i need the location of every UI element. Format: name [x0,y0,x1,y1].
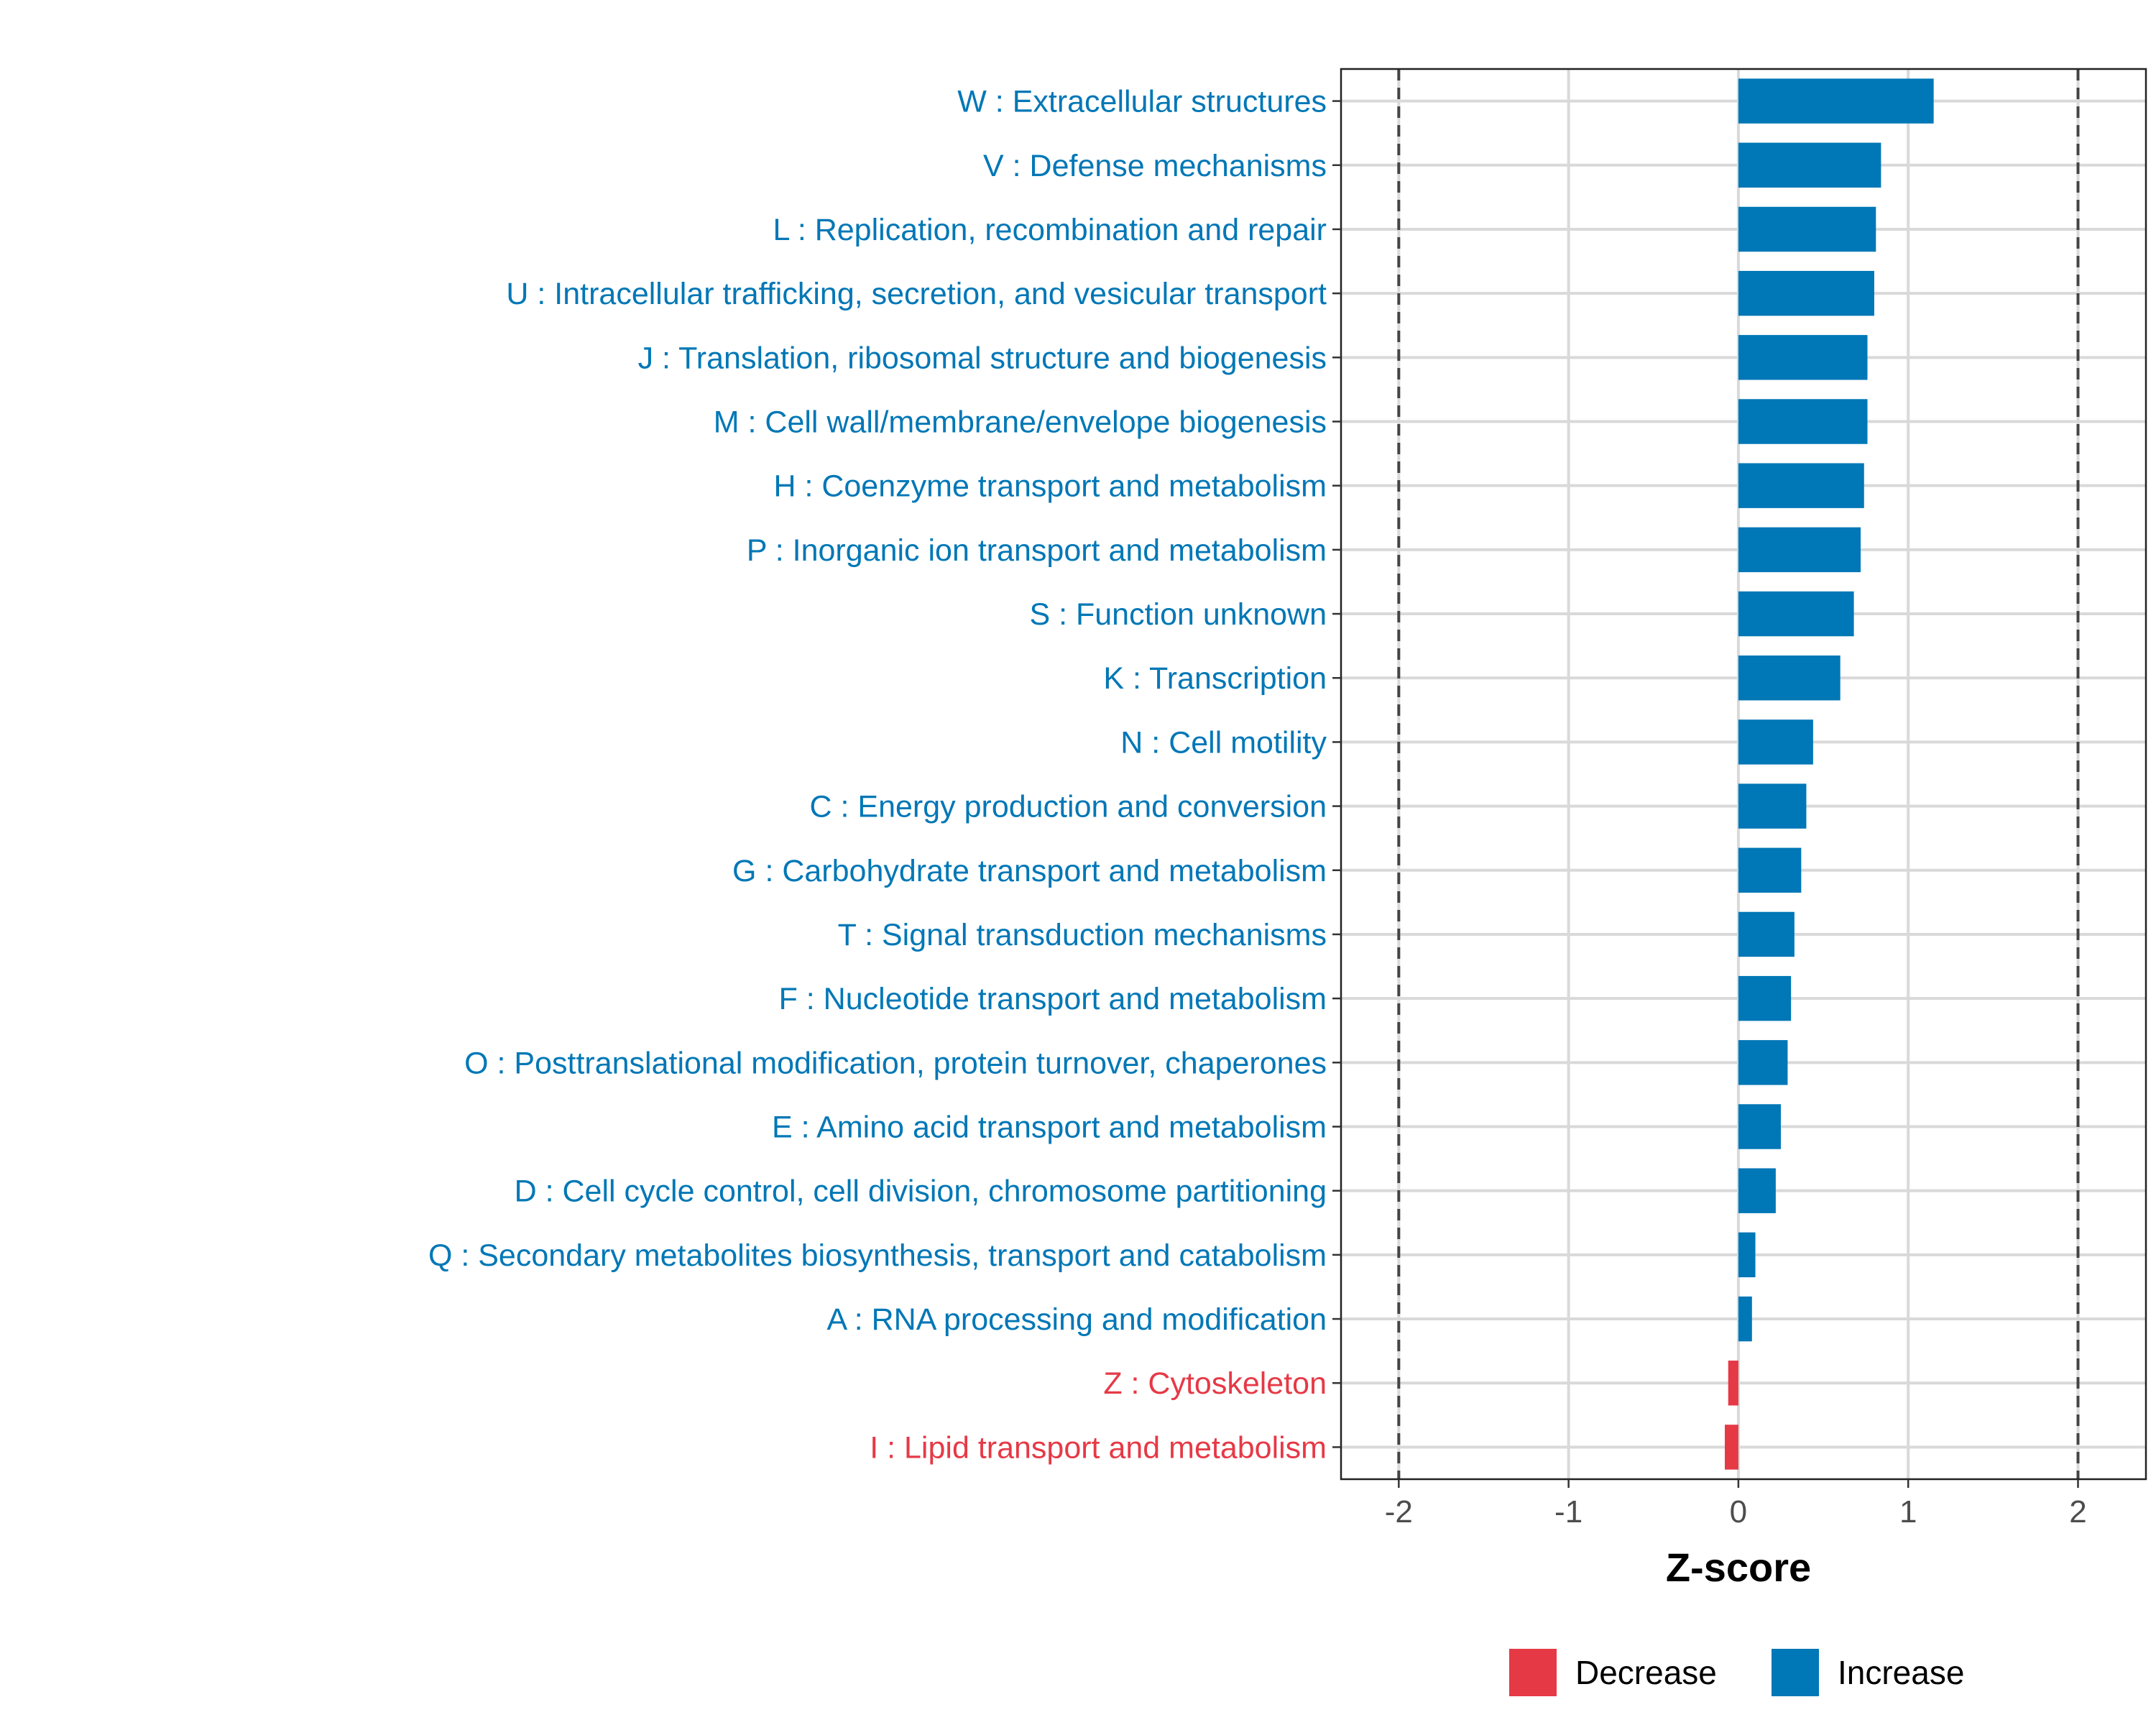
bar [1738,463,1864,508]
bar [1738,847,1802,893]
x-tick-label: -2 [1385,1494,1413,1530]
bar [1738,656,1841,701]
category-label: E : Amino acid transport and metabolism [772,1110,1327,1145]
bar [1738,399,1868,444]
bar [1738,1232,1756,1278]
category-label: A : RNA processing and modification [826,1302,1327,1337]
bar [1738,206,1876,252]
bar [1738,1104,1781,1149]
category-label: W : Extracellular structures [957,85,1327,119]
category-label: F : Nucleotide transport and metabolism [779,982,1327,1016]
category-label: J : Translation, ribosomal structure and… [638,341,1327,375]
bar [1728,1361,1738,1406]
legend: Decrease Increase [1509,1649,1964,1696]
x-tick-label: 2 [2069,1494,2086,1530]
x-axis-title: Z-score [1666,1545,1811,1590]
category-label: K : Transcription [1103,661,1327,696]
bar [1738,1296,1752,1342]
bars [1725,78,1934,1470]
category-label: I : Lipid transport and metabolism [870,1430,1327,1465]
bar [1738,975,1792,1021]
category-label: G : Carbohydrate transport and metabolis… [732,854,1327,888]
bar [1738,1168,1776,1213]
category-label: D : Cell cycle control, cell division, c… [515,1174,1327,1209]
bar [1725,1425,1738,1470]
legend-swatch-increase [1772,1649,1819,1696]
legend-label-decrease: Decrease [1575,1654,1717,1691]
bar [1738,527,1861,573]
bar [1738,591,1854,637]
bar [1738,911,1795,957]
category-label: Q : Secondary metabolites biosynthesis, … [428,1238,1327,1273]
category-label: C : Energy production and conversion [810,790,1327,824]
bar [1738,335,1868,380]
bar [1738,783,1807,829]
category-label: V : Defense mechanisms [983,149,1327,183]
bar [1738,142,1881,188]
category-label: N : Cell motility [1120,725,1327,760]
category-label: P : Inorganic ion transport and metaboli… [747,533,1327,568]
x-tick-labels: -2 -1 0 1 2 [1385,1479,2087,1530]
category-label: U : Intracellular trafficking, secretion… [506,277,1327,311]
bar [1738,1040,1788,1085]
x-tick-label: -1 [1554,1494,1583,1530]
legend-swatch-decrease [1509,1649,1557,1696]
category-label: M : Cell wall/membrane/envelope biogenes… [714,405,1327,440]
legend-label-increase: Increase [1838,1654,1964,1691]
category-label: H : Coenzyme transport and metabolism [773,469,1327,504]
category-labels: W : Extracellular structures V : Defense … [428,85,1341,1465]
x-tick-label: 0 [1730,1494,1747,1530]
category-label: T : Signal transduction mechanisms [838,918,1327,952]
bar [1738,78,1934,124]
bar [1738,719,1813,765]
category-label: Z : Cytoskeleton [1103,1366,1327,1401]
category-label: L : Replication, recombination and repai… [773,213,1327,247]
category-label: S : Function unknown [1029,597,1327,632]
bar [1738,270,1874,316]
x-tick-label: 1 [1899,1494,1917,1530]
reference-lines [1397,69,2080,1479]
category-label: O : Posttranslational modification, prot… [464,1046,1327,1080]
panel-border [1340,68,2147,1481]
